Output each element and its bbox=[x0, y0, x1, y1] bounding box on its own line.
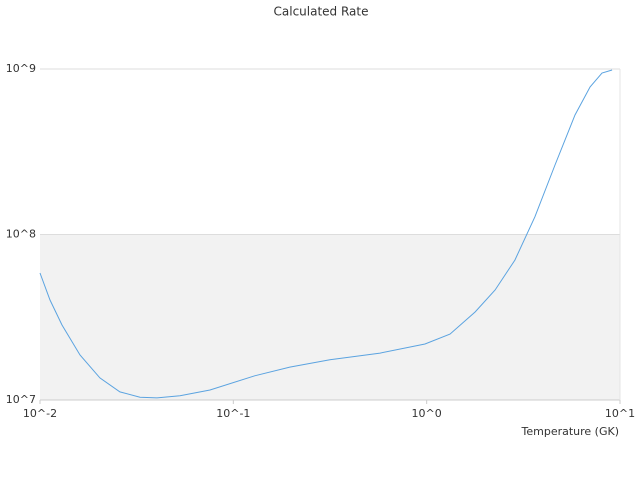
y-tick-label: 10^9 bbox=[6, 62, 36, 75]
data-line bbox=[39, 69, 613, 399]
x-tick-label: 10^-2 bbox=[23, 407, 57, 420]
x-tick-label: 10^-1 bbox=[216, 407, 250, 420]
band bbox=[40, 234, 620, 400]
y-tick-label: 10^7 bbox=[6, 393, 36, 406]
x-tick-label: 10^0 bbox=[412, 407, 442, 420]
x-axis-label: Temperature (GK) bbox=[521, 425, 620, 438]
x-tick-label: 10^1 bbox=[605, 407, 635, 420]
y-tick-label: 10^8 bbox=[6, 228, 36, 241]
chart-title: Calculated Rate bbox=[274, 5, 369, 19]
